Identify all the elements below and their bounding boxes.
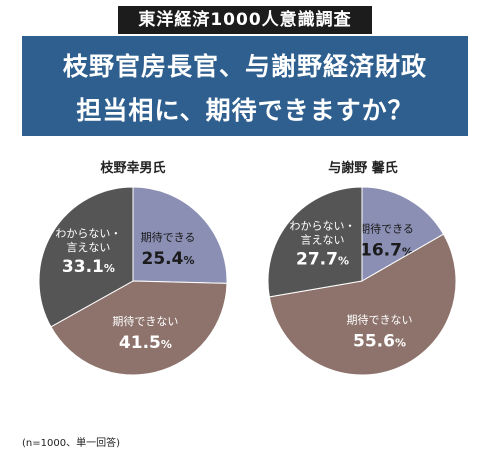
slice-value-not-expect-0: 41.5% <box>119 333 172 353</box>
pie-slice-expect-0 <box>132 186 228 284</box>
pie-slice-unknown-0 <box>38 186 134 328</box>
slice-value-expect-0: 25.4% <box>142 249 195 269</box>
slice-value-unknown-0: 33.1% <box>62 257 115 277</box>
pie-slice-not-expect-0 <box>50 280 228 376</box>
pie-slice-expect-1 <box>361 186 445 282</box>
pie-title-yosano: 与謝野 馨氏 <box>328 161 398 176</box>
footnote: (n=1000、単一回答) <box>22 438 120 449</box>
slice-value-expect-1: 16.7% <box>360 241 413 261</box>
pie-slice-not-expect-1 <box>268 233 457 376</box>
slice-label-expect-1: 期待できる <box>359 222 414 236</box>
slice-label-not-expect-1: 期待できない <box>347 313 413 327</box>
headline-banner: 枝野官房長官、与謝野経済財政 担当相に、期待できますか？ <box>22 36 468 136</box>
slice-value-unknown-1: 27.7% <box>296 250 349 270</box>
headline-line-1: 枝野官房長官、与謝野経済財政 <box>62 52 427 81</box>
survey-label: 東洋経済1000人意識調査 <box>118 6 372 34</box>
slice-value-not-expect-1: 55.6% <box>353 332 406 352</box>
slice-label-unknown-0: わからない・ <box>55 227 121 240</box>
slice-label-not-expect-0: 期待できない <box>112 314 178 328</box>
pie-charts: 期待できる25.4%期待できない41.5%わからない・言えない33.1%期待でき… <box>38 186 457 376</box>
headline-line-2: 担当相に、期待できますか？ <box>76 96 414 125</box>
pie-slice-unknown-1 <box>267 186 363 298</box>
slice-label-expect-0: 期待できる <box>141 230 196 244</box>
slice-label-unknown-1: わからない・ <box>290 220 356 233</box>
slice-label-line2-unknown-0: 言えない <box>66 241 110 254</box>
slice-label-line2-unknown-1: 言えない <box>301 234 345 247</box>
pie-title-edano: 枝野幸男氏 <box>100 161 166 176</box>
